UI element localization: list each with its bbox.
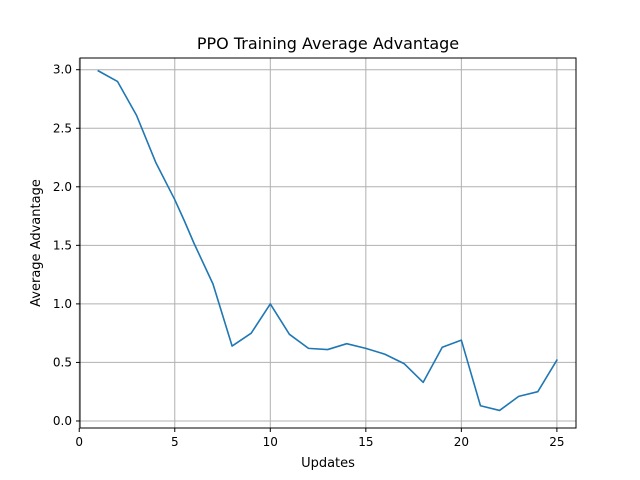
y-tick-label: 0.5 — [53, 355, 72, 369]
x-tick-label: 25 — [549, 435, 564, 449]
x-tick-label: 10 — [263, 435, 278, 449]
y-tick-label: 1.5 — [53, 238, 72, 252]
x-axis: 0 5 10 15 20 25 — [75, 428, 565, 449]
y-tick-label: 0.0 — [53, 414, 72, 428]
y-tick-label: 1.0 — [53, 297, 72, 311]
x-tick-label: 0 — [75, 435, 83, 449]
chart-title: PPO Training Average Advantage — [197, 34, 459, 53]
y-tick-label: 2.5 — [53, 121, 72, 135]
y-axis-label: Average Advantage — [29, 179, 44, 307]
grid — [78, 58, 576, 428]
series-line — [97, 69, 558, 412]
plot-frame — [79, 57, 577, 429]
y-tick-label: 2.0 — [53, 180, 72, 194]
x-axis-label: Updates — [301, 456, 355, 471]
series-layer — [97, 69, 558, 412]
x-tick-label: 20 — [454, 435, 469, 449]
y-axis: 0.0 0.5 1.0 1.5 2.0 2.5 3.0 — [53, 63, 80, 428]
x-tick-label: 5 — [171, 435, 179, 449]
x-tick-label: 15 — [358, 435, 373, 449]
y-tick-label: 3.0 — [53, 63, 72, 77]
